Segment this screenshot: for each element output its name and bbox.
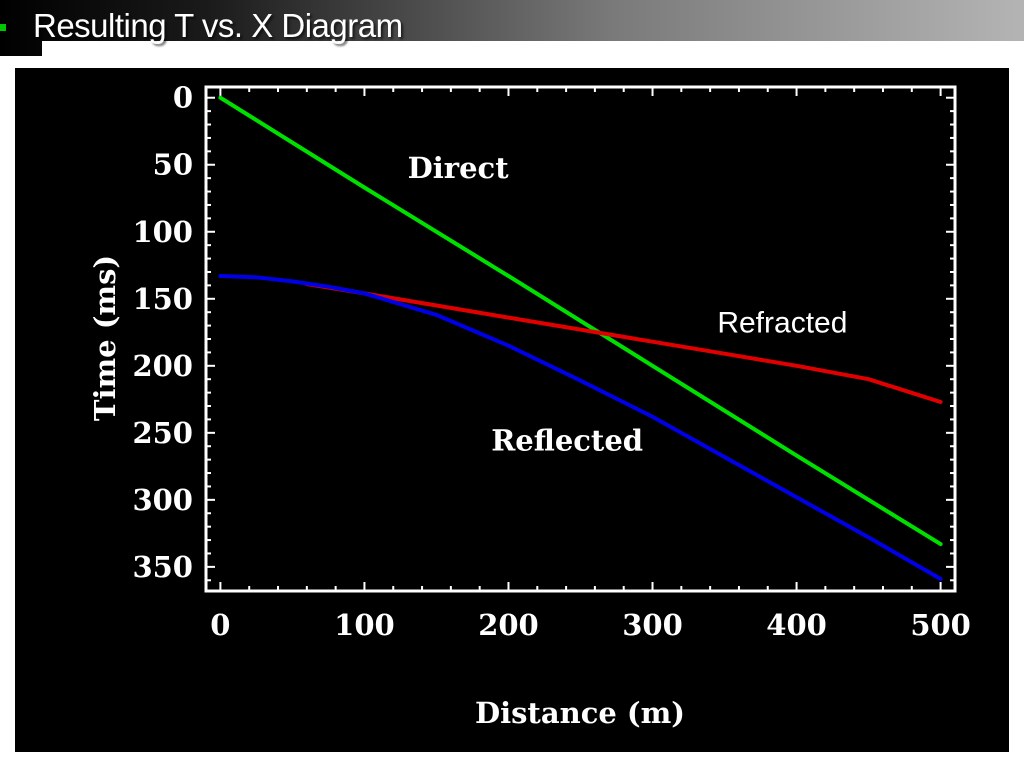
curve-label-reflected: Reflected [491,423,643,457]
curve-label-direct: Direct [408,151,510,185]
chart-panel: 0 100 200 300 400 500 0 50 100 150 200 250 300 350 Di… [15,68,1009,752]
slide-title: Resulting T vs. X Diagram [33,7,403,44]
x-axis-label: Distance (m) [475,696,685,730]
series-line-refracted [304,282,943,404]
y-tick-label: 350 [132,550,193,584]
x-tick-label: 500 [910,608,971,642]
series-line-reflected [218,274,943,581]
labels-layer: Direct Refracted Reflected [408,151,848,457]
series-line-direct [218,95,943,547]
curve-label-refracted: Refracted [717,306,847,339]
x-tick-label: 200 [478,608,539,642]
y-tick-label: 150 [132,282,193,316]
y-tick-label: 50 [153,148,193,182]
title-underline-strip [42,41,1024,56]
title-accent-dot [0,24,6,31]
y-tick-label: 200 [132,349,193,383]
slide-title-bar: Resulting T vs. X Diagram [0,0,1024,56]
series-layer [218,95,943,581]
x-tick-label: 400 [766,608,827,642]
y-tick-label: 300 [132,483,193,517]
y-axis-label: Time (ms) [88,255,122,421]
ticks-layer: 0 100 200 300 400 500 0 50 100 150 200 250 300 350 [132,81,970,642]
y-tick-label: 100 [132,215,193,249]
x-tick-label: 300 [622,608,683,642]
x-tick-label: 0 [210,608,230,642]
x-tick-label: 100 [334,608,395,642]
tx-diagram-chart: 0 100 200 300 400 500 0 50 100 150 200 250 300 350 Di… [88,81,971,730]
y-tick-label: 0 [173,81,193,115]
y-tick-label: 250 [132,416,193,450]
